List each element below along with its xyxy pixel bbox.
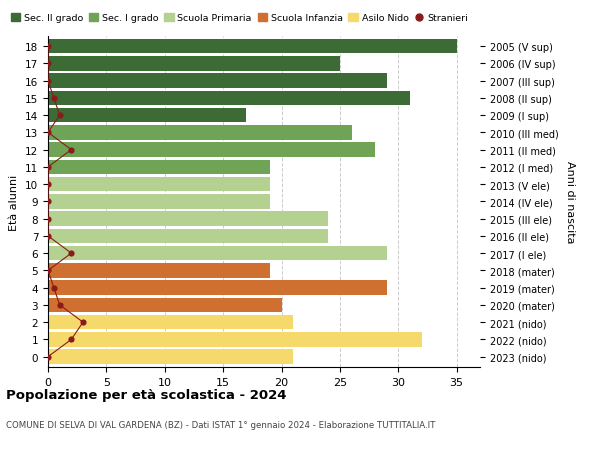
Bar	[48, 246, 386, 261]
Bar	[48, 332, 422, 347]
Point	[49, 95, 59, 102]
Point	[55, 112, 64, 120]
Y-axis label: Anni di nascita: Anni di nascita	[565, 161, 575, 243]
Legend: Sec. II grado, Sec. I grado, Scuola Primaria, Scuola Infanzia, Asilo Nido, Stran: Sec. II grado, Sec. I grado, Scuola Prim…	[11, 14, 468, 23]
Point	[67, 336, 76, 343]
Point	[43, 267, 53, 274]
Point	[43, 78, 53, 85]
Bar	[48, 143, 375, 157]
Point	[43, 198, 53, 206]
Point	[43, 233, 53, 240]
Bar	[48, 160, 270, 175]
Text: COMUNE DI SELVA DI VAL GARDENA (BZ) - Dati ISTAT 1° gennaio 2024 - Elaborazione : COMUNE DI SELVA DI VAL GARDENA (BZ) - Da…	[6, 420, 436, 429]
Point	[43, 215, 53, 223]
Point	[43, 44, 53, 51]
Bar	[48, 109, 247, 123]
Point	[43, 61, 53, 68]
Bar	[48, 195, 270, 209]
Bar	[48, 212, 328, 226]
Bar	[48, 315, 293, 330]
Point	[43, 129, 53, 137]
Bar	[48, 57, 340, 72]
Point	[49, 284, 59, 292]
Bar	[48, 281, 386, 295]
Bar	[48, 263, 270, 278]
Bar	[48, 178, 270, 192]
Point	[43, 181, 53, 188]
Bar	[48, 91, 410, 106]
Point	[67, 147, 76, 154]
Bar	[48, 298, 281, 313]
Text: Popolazione per età scolastica - 2024: Popolazione per età scolastica - 2024	[6, 388, 287, 401]
Point	[43, 164, 53, 171]
Point	[78, 319, 88, 326]
Bar	[48, 229, 328, 244]
Bar	[48, 350, 293, 364]
Bar	[48, 74, 386, 89]
Point	[55, 302, 64, 309]
Point	[67, 250, 76, 257]
Bar	[48, 40, 457, 54]
Point	[43, 353, 53, 361]
Bar	[48, 126, 352, 140]
Y-axis label: Età alunni: Età alunni	[10, 174, 19, 230]
